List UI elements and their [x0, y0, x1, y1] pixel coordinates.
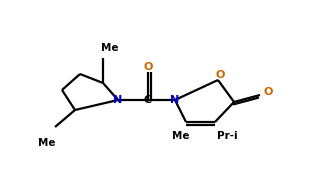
Text: C: C — [144, 95, 152, 105]
Text: Me: Me — [172, 131, 190, 141]
Text: N: N — [114, 95, 123, 105]
Text: Pr-i: Pr-i — [217, 131, 237, 141]
Text: O: O — [143, 62, 153, 72]
Text: O: O — [215, 70, 225, 80]
Text: N: N — [170, 95, 180, 105]
Text: Me: Me — [101, 43, 119, 53]
Text: Me: Me — [38, 138, 56, 148]
Text: O: O — [263, 87, 273, 97]
